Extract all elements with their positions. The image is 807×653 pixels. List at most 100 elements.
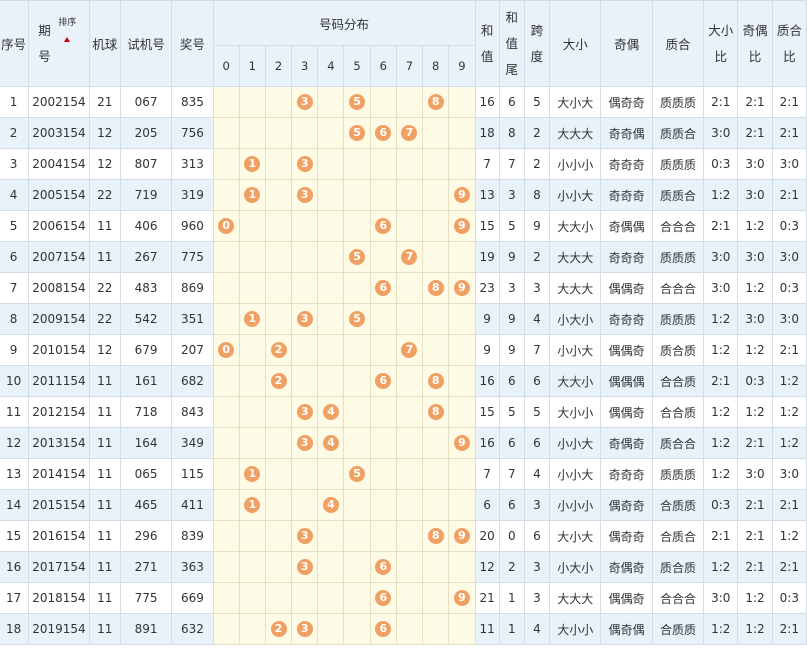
cell-odd-even: 偶偶偶 — [600, 365, 653, 397]
cell-seq: 15 — [0, 520, 30, 552]
cell-digit-8 — [422, 458, 450, 490]
cell-sum: 18 — [474, 117, 500, 149]
cell-digit-9 — [448, 551, 476, 583]
cell-sum: 12 — [474, 551, 500, 583]
sort-label: 排序 — [58, 17, 77, 28]
number-ball: 6 — [375, 590, 392, 606]
cell-prime-composite-ratio: 1:2 — [771, 427, 807, 459]
header-digit-5: 5 — [343, 45, 371, 87]
cell-digit-1 — [238, 582, 266, 614]
cell-digit-0 — [212, 396, 240, 428]
cell-size-ratio: 2:1 — [703, 210, 739, 242]
cell-digit-8 — [422, 582, 450, 614]
cell-prize: 869 — [171, 272, 214, 304]
cell-prime-composite-ratio: 2:1 — [771, 179, 807, 211]
cell-period: 2015154 — [28, 489, 90, 521]
cell-prime-composite-ratio: 3:0 — [771, 148, 807, 180]
cell-sum: 16 — [474, 86, 500, 118]
cell-digit-1 — [238, 520, 266, 552]
cell-digit-2 — [264, 396, 293, 428]
cell-odd-even: 奇奇奇 — [600, 179, 653, 211]
sort-button[interactable]: 排序 — [58, 10, 76, 42]
cell-size: 大大小 — [549, 365, 602, 397]
number-ball: 3 — [296, 528, 313, 544]
cell-trial: 542 — [119, 303, 173, 335]
cell-digit-7 — [395, 551, 424, 583]
cell-digit-4 — [317, 117, 345, 149]
cell-sum: 7 — [474, 148, 500, 180]
cell-digit-5: 5 — [343, 303, 371, 335]
cell-digit-4 — [317, 613, 345, 645]
cell-prize: 839 — [171, 520, 214, 552]
cell-prime-composite: 质合质 — [651, 334, 705, 366]
cell-span: 2 — [523, 241, 551, 273]
table-row: 4 2005154 22 719 319 1 3 9 13 3 8 小小大 奇奇奇 质质合 1:2 3:0 2:… — [0, 179, 807, 211]
cell-prime-composite: 质质合 — [651, 179, 705, 211]
cell-digit-3 — [291, 210, 319, 242]
cell-odd-even-ratio: 1:2 — [737, 272, 773, 304]
cell-digit-4 — [317, 520, 345, 552]
cell-sum: 15 — [474, 210, 500, 242]
cell-sum-tail: 3 — [498, 272, 525, 304]
cell-sum: 15 — [474, 396, 500, 428]
cell-seq: 10 — [0, 365, 30, 397]
cell-digit-5 — [343, 613, 371, 645]
cell-odd-even: 奇奇奇 — [600, 241, 653, 273]
cell-span: 6 — [523, 427, 551, 459]
cell-digit-2: 2 — [264, 613, 293, 645]
cell-prize: 313 — [171, 148, 214, 180]
number-ball: 1 — [244, 311, 261, 327]
header-digit-2: 2 — [264, 45, 293, 87]
cell-seq: 3 — [0, 148, 30, 180]
cell-digit-4 — [317, 210, 345, 242]
cell-seq: 1 — [0, 86, 30, 118]
number-ball: 9 — [453, 218, 470, 234]
cell-digit-4 — [317, 365, 345, 397]
cell-digit-5 — [343, 365, 371, 397]
table-row: 10 2011154 11 161 682 2 6 8 16 6 6 大大小 偶偶偶 合合质 2:1 0:3 1… — [0, 365, 807, 397]
cell-prime-composite: 质质质 — [651, 303, 705, 335]
cell-trial: 891 — [119, 613, 173, 645]
cell-digit-1: 1 — [238, 489, 266, 521]
number-ball: 3 — [296, 404, 313, 420]
cell-sum: 23 — [474, 272, 500, 304]
cell-digit-3: 3 — [291, 396, 319, 428]
cell-prize: 349 — [171, 427, 214, 459]
cell-size-ratio: 2:1 — [703, 520, 739, 552]
cell-sum: 13 — [474, 179, 500, 211]
cell-size: 大大大 — [549, 272, 602, 304]
cell-digit-4 — [317, 334, 345, 366]
number-ball: 6 — [375, 559, 392, 575]
cell-trial: 483 — [119, 272, 173, 304]
cell-size-ratio: 0:3 — [703, 148, 739, 180]
cell-digit-4 — [317, 272, 345, 304]
cell-prime-composite-ratio: 3:0 — [771, 303, 807, 335]
cell-size: 大小小 — [549, 613, 602, 645]
cell-ball: 11 — [88, 210, 121, 242]
number-ball: 2 — [270, 621, 287, 637]
cell-digit-5: 5 — [343, 241, 371, 273]
cell-period: 2016154 — [28, 520, 90, 552]
cell-digit-9: 9 — [448, 427, 476, 459]
cell-period: 2009154 — [28, 303, 90, 335]
cell-odd-even-ratio: 1:2 — [737, 613, 773, 645]
number-ball: 6 — [375, 373, 392, 389]
cell-prize: 960 — [171, 210, 214, 242]
cell-ball: 12 — [88, 117, 121, 149]
cell-odd-even-ratio: 2:1 — [737, 551, 773, 583]
cell-sum-tail: 6 — [498, 86, 525, 118]
cell-digit-1 — [238, 427, 266, 459]
cell-trial: 267 — [119, 241, 173, 273]
header-odd-even-ratio: 奇偶比 — [737, 0, 773, 87]
cell-digit-1 — [238, 334, 266, 366]
cell-digit-0 — [212, 551, 240, 583]
header-span: 跨度 — [523, 0, 551, 87]
number-ball: 3 — [296, 187, 313, 203]
header-period-a: 期 — [38, 22, 51, 38]
header-digit-6: 6 — [369, 45, 397, 87]
cell-digit-4 — [317, 179, 345, 211]
cell-digit-7 — [395, 489, 424, 521]
cell-span: 6 — [523, 365, 551, 397]
cell-digit-8 — [422, 551, 450, 583]
cell-size-ratio: 1:2 — [703, 613, 739, 645]
